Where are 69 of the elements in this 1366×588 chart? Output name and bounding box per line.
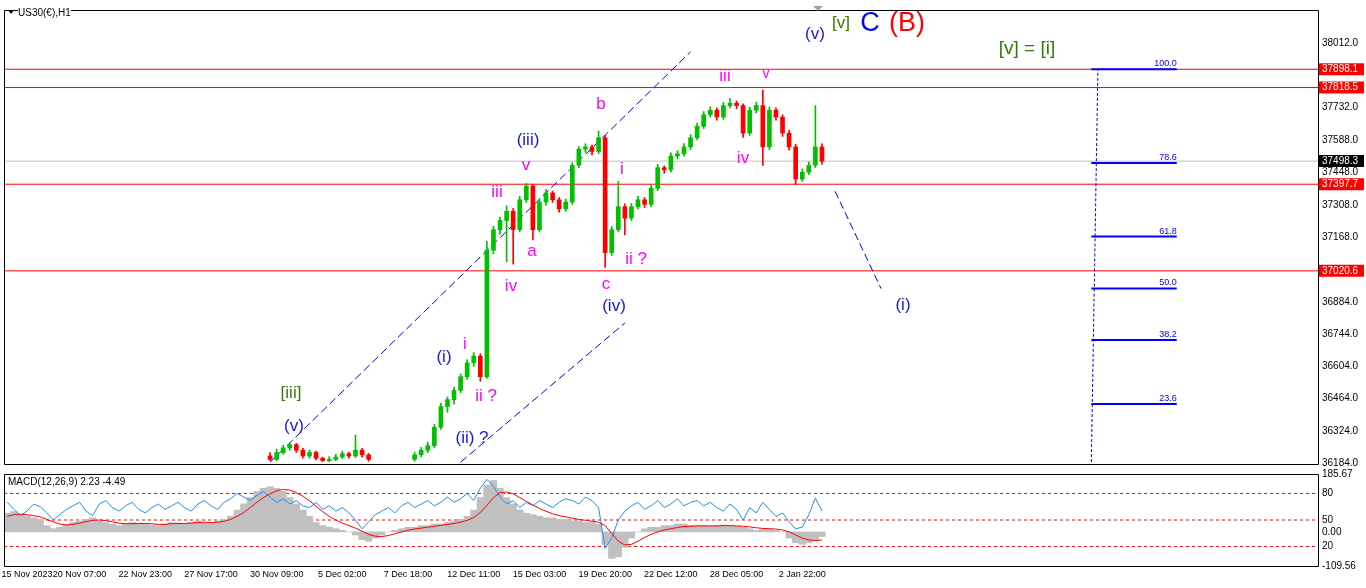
y-tick-label: 36744.0 [1322, 328, 1359, 340]
annotation: [iii] [280, 382, 302, 402]
annotation: i [463, 333, 467, 353]
x-tick-label: 5 Dec 02:00 [318, 568, 367, 579]
y-tick-label: 185.67 [1322, 467, 1354, 479]
series-label: 23.6 [1159, 393, 1177, 404]
x-tick-label: 2 Jan 22:00 [778, 568, 826, 579]
annotation: ii ? [475, 385, 497, 405]
annotation: (ii) ? [455, 427, 489, 447]
annotation: i [620, 158, 624, 178]
ref-line-label: 37020.6 [1322, 264, 1359, 276]
series-label: 61.8 [1159, 225, 1177, 236]
y2-tick-label: 50 [1322, 513, 1334, 525]
x-tick-label: 7 Dec 18:00 [383, 568, 433, 579]
annotation: a [527, 240, 537, 260]
annotation: (i) [436, 346, 452, 366]
annotation: b [596, 93, 606, 113]
annotation: (B) [889, 6, 925, 37]
x-tick-label: 15 Nov 2023 [1, 568, 53, 579]
ref-line-label: 37818.5 [1322, 81, 1359, 93]
ref-line-label: 37397.7 [1322, 177, 1359, 189]
annotation: v [762, 65, 770, 81]
y2-tick-label: 80 [1322, 487, 1334, 499]
annotation: iv [504, 275, 518, 295]
annotation: iv [736, 147, 750, 167]
annotation: (iii) [516, 129, 540, 149]
y-tick-label: 37732.0 [1322, 101, 1359, 113]
x-tick-label: 22 Dec 12:00 [644, 568, 698, 579]
x-tick-label: 30 Nov 09:00 [249, 568, 304, 579]
ref-line-label: 37498.3 [1322, 154, 1359, 166]
annotation: (v) [284, 415, 304, 435]
x-tick-label: 15 Dec 03:00 [512, 568, 567, 579]
chart-title: US30(€),H1 [18, 7, 71, 18]
y2-tick-label: 20 [1322, 540, 1334, 552]
y-tick-label: 37168.0 [1322, 230, 1359, 242]
y-tick-label: 36464.0 [1322, 392, 1359, 404]
annotation: (iv) [602, 295, 626, 315]
series-label: 100.0 [1154, 58, 1177, 69]
annotation: ii ? [625, 248, 647, 268]
annotation: iii [719, 65, 731, 85]
y-tick-label: -109.56 [1322, 559, 1357, 571]
series-label: 38.2 [1159, 328, 1177, 339]
y-tick-label: 37448.0 [1322, 166, 1359, 178]
y-tick-label: 38012.0 [1322, 36, 1359, 48]
chart-title: MACD(12,26,9) 2.23 -4.49 [8, 476, 126, 487]
ref-line-label: 37898.1 [1322, 63, 1359, 74]
annotation: (v) [805, 23, 825, 43]
x-tick-label: 19 Dec 20:00 [578, 568, 632, 579]
annotation: c [601, 273, 611, 293]
y-tick-label: 36884.0 [1322, 296, 1359, 307]
x-tick-label: 12 Dec 11:00 [447, 568, 501, 579]
x-tick-label: 27 Nov 17:00 [184, 568, 238, 579]
y-tick-label: 0.00 [1322, 525, 1342, 537]
y-tick-label: 37588.0 [1322, 134, 1359, 146]
annotation: iii [491, 181, 503, 201]
y-tick-label: 37308.0 [1322, 198, 1359, 210]
y-tick-label: 36604.0 [1322, 360, 1359, 372]
x-tick-label: 20 Nov 07:00 [52, 568, 107, 579]
y-tick-label: 36184.0 [1322, 456, 1359, 468]
y-tick-label: 36324.0 [1322, 424, 1359, 436]
annotation: [v] [832, 12, 850, 32]
x-tick-label: 22 Nov 23:00 [118, 568, 173, 579]
annotation: v [521, 154, 531, 174]
series-label: 78.6 [1159, 152, 1177, 162]
x-tick-label: 28 Dec 05:00 [709, 568, 764, 579]
annotation: [v] = [i] [998, 36, 1056, 58]
series-label: 50.0 [1159, 277, 1177, 288]
annotation: (i) [895, 294, 911, 314]
annotation: C [860, 6, 880, 37]
